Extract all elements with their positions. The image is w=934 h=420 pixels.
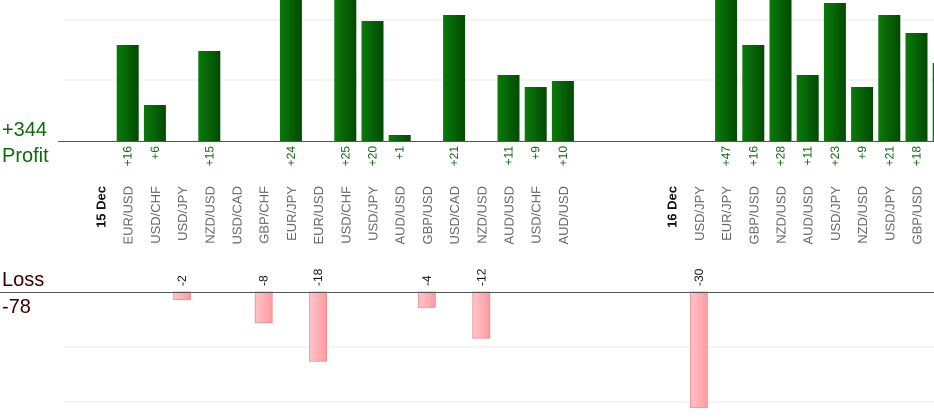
profit-data-label: +6 [148, 146, 162, 160]
date-label: 15 Dec [94, 186, 109, 228]
category-label: AUD/USD [556, 186, 571, 245]
profit-data-label: +15 [202, 146, 216, 167]
profit-bar [198, 51, 221, 141]
loss-bar [254, 291, 273, 324]
profit-data-label: +9 [529, 146, 543, 160]
loss-data-label: -2 [175, 275, 189, 286]
loss-bar [472, 291, 491, 339]
profit-bar [334, 0, 357, 141]
profit-bar [143, 105, 166, 141]
category-label: USD/JPY [828, 186, 843, 241]
profit-data-label: +23 [828, 146, 842, 167]
profit-data-label: +18 [910, 146, 924, 167]
category-label: EUR/JPY [284, 186, 299, 241]
category-label: GBP/USD [910, 186, 925, 245]
profit-bar [742, 45, 765, 141]
profit-data-label: +10 [556, 146, 570, 167]
profit-bar [851, 87, 874, 141]
date-label: 16 Dec [665, 186, 680, 228]
profit-data-label: +9 [855, 146, 869, 160]
profit-bar [279, 0, 302, 141]
profit-bar [443, 15, 466, 141]
profit-data-label: +11 [502, 146, 516, 166]
bars [116, 0, 934, 408]
profit-bar [524, 87, 547, 141]
category-label: AUD/USD [801, 186, 816, 245]
profit-bar [497, 75, 520, 141]
category-label: NZD/USD [855, 186, 870, 244]
category-label: USD/CAD [230, 186, 245, 245]
category-label: EUR/USD [121, 186, 136, 245]
profit-bar [932, 63, 934, 141]
loss-data-label: -8 [257, 275, 271, 286]
profit-data-label: +1 [393, 146, 407, 160]
profit-bar [823, 3, 846, 141]
axes [0, 141, 934, 293]
category-label: AUD/USD [502, 186, 517, 245]
profit-data-label: +11 [801, 146, 815, 166]
profit-bar [116, 45, 139, 141]
category-label: USD/CHF [338, 186, 353, 244]
category-label: NZD/USD [202, 186, 217, 244]
loss-data-label: -18 [311, 268, 325, 286]
profit-bar [796, 75, 819, 141]
profit-bar [905, 33, 928, 141]
category-label: USD/JPY [882, 186, 897, 241]
profit-data-label: +16 [746, 146, 760, 167]
category-label: USD/JPY [175, 186, 190, 241]
profit-data-label: +21 [882, 146, 896, 167]
loss-bar [417, 291, 436, 308]
category-label: AUD/USD [393, 186, 408, 245]
labels: +16 +6 +15 +24 +25 +20 +1 +21 +11 +9 +10 +47 +16 +28 +… [94, 146, 925, 286]
profit-bar [715, 0, 738, 141]
loss-data-label: -30 [692, 268, 706, 286]
category-label: USD/JPY [692, 186, 707, 241]
category-label: EUR/USD [311, 186, 326, 245]
profit-total: +344 [2, 119, 48, 141]
category-label: NZD/USD [774, 186, 789, 244]
category-label: EUR/JPY [719, 186, 734, 241]
profit-data-label: +25 [338, 146, 352, 167]
category-label: USD/JPY [366, 186, 381, 241]
category-label: USD/CAD [447, 186, 462, 245]
profit-data-label: +20 [366, 146, 380, 167]
profit-data-label: +24 [284, 146, 298, 167]
loss-bar [690, 291, 708, 408]
loss-data-label: -12 [474, 268, 488, 286]
profit-data-label: +16 [121, 146, 135, 167]
profit-bar [769, 0, 792, 141]
loss-data-label: -4 [420, 275, 434, 286]
category-label: GBP/CHF [257, 186, 272, 244]
category-label: NZD/USD [474, 186, 489, 244]
loss-total: -78 [2, 296, 31, 318]
category-label: GBP/USD [420, 186, 435, 245]
profit-data-label: +28 [774, 146, 788, 167]
profit-bar [551, 81, 574, 141]
profit-bar [361, 21, 384, 141]
loss-bar [173, 291, 192, 301]
loss-bar [309, 291, 328, 362]
profit-label: Profit [2, 145, 49, 167]
category-label: GBP/USD [746, 186, 761, 245]
profit-data-label: +47 [719, 146, 733, 167]
loss-label: Loss [2, 269, 45, 291]
profit-bar [878, 15, 901, 141]
category-label: USD/CHF [148, 186, 163, 244]
category-label: USD/CHF [529, 186, 544, 244]
profit-bar [388, 135, 411, 141]
profit-data-label: +21 [447, 146, 461, 167]
